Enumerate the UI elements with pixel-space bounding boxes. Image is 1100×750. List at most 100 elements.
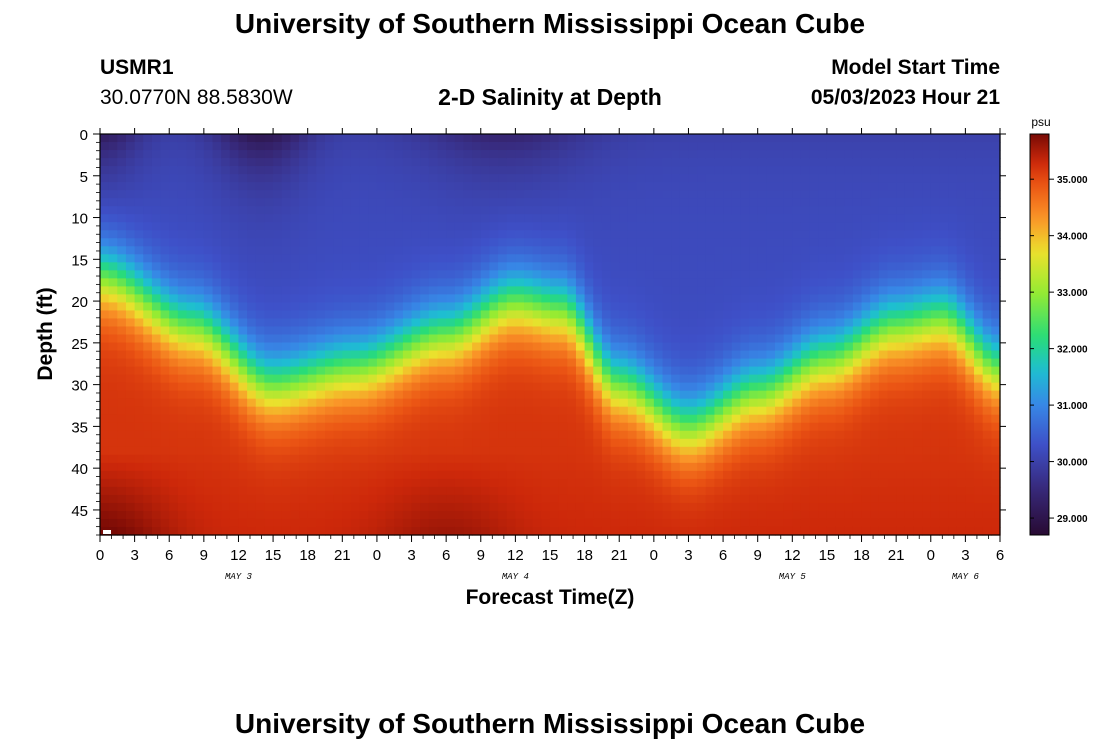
- heatmap-cell: [489, 190, 499, 199]
- heatmap-cell: [186, 342, 196, 352]
- heatmap-cell: [575, 238, 586, 247]
- heatmap-cell: [325, 494, 335, 504]
- heatmap-cell: [273, 398, 283, 408]
- heatmap-cell: [532, 446, 542, 456]
- heatmap-cell: [904, 342, 915, 352]
- heatmap-cell: [575, 278, 586, 287]
- heatmap-cell: [723, 398, 733, 408]
- heatmap-cell: [567, 374, 577, 384]
- heatmap-cell: [904, 286, 915, 295]
- heatmap-cell: [766, 406, 776, 416]
- heatmap-cell: [117, 422, 127, 432]
- heatmap-cell: [878, 510, 889, 520]
- heatmap-cell: [454, 206, 465, 215]
- heatmap-cell: [463, 374, 473, 384]
- heatmap-cell: [143, 286, 153, 295]
- heatmap-cell: [299, 494, 309, 504]
- heatmap-cell: [766, 270, 776, 279]
- heatmap-cell: [143, 262, 153, 271]
- heatmap-cell: [844, 462, 854, 472]
- heatmap-cell: [394, 254, 404, 263]
- heatmap-cell: [342, 350, 352, 360]
- heatmap-cell: [247, 190, 257, 199]
- heatmap-cell: [671, 142, 681, 151]
- heatmap-cell: [177, 254, 188, 263]
- heatmap-cell: [922, 286, 932, 295]
- heatmap-cell: [619, 198, 629, 207]
- heatmap-cell: [177, 502, 188, 512]
- heatmap-cell: [800, 142, 811, 151]
- heatmap-cell: [714, 414, 724, 424]
- heatmap-cell: [169, 350, 179, 360]
- heatmap-cell: [350, 166, 361, 175]
- heatmap-cell: [948, 438, 958, 448]
- heatmap-cell: [394, 390, 404, 400]
- heatmap-cell: [402, 198, 413, 207]
- heatmap-cell: [861, 430, 871, 440]
- heatmap-cell: [740, 246, 750, 255]
- heatmap-cell: [151, 158, 162, 167]
- heatmap-cell: [792, 526, 802, 536]
- heatmap-cell: [125, 182, 136, 191]
- heatmap-cell: [333, 238, 343, 247]
- heatmap-cell: [913, 206, 923, 215]
- heatmap-cell: [653, 198, 664, 207]
- heatmap-cell: [411, 326, 421, 336]
- heatmap-cell: [731, 318, 741, 328]
- heatmap-cell: [723, 262, 733, 271]
- heatmap-cell: [870, 222, 880, 231]
- heatmap-cell: [359, 390, 369, 400]
- heatmap-cell: [541, 158, 551, 167]
- heatmap-cell: [255, 190, 266, 199]
- heatmap-cell: [714, 270, 724, 279]
- heatmap-cell: [550, 350, 560, 360]
- heatmap-cell: [809, 238, 819, 247]
- heatmap-cell: [420, 142, 430, 151]
- heatmap-cell: [826, 134, 837, 143]
- heatmap-cell: [281, 398, 291, 408]
- heatmap-cell: [653, 342, 664, 352]
- heatmap-cell: [532, 406, 542, 416]
- heatmap-cell: [385, 302, 395, 312]
- heatmap-cell: [671, 166, 681, 175]
- heatmap-cell: [203, 158, 214, 167]
- heatmap-cell: [749, 502, 759, 512]
- heatmap-cell: [420, 374, 430, 384]
- heatmap-cell: [333, 406, 343, 416]
- heatmap-cell: [610, 198, 620, 207]
- heatmap-cell: [627, 374, 638, 384]
- heatmap-cell: [359, 238, 369, 247]
- heatmap-cell: [645, 230, 655, 239]
- heatmap-cell: [463, 342, 473, 352]
- heatmap-cell: [627, 486, 638, 496]
- heatmap-cell: [177, 358, 188, 368]
- heatmap-cell: [870, 518, 880, 528]
- heatmap-cell: [636, 398, 646, 408]
- heatmap-cell: [697, 190, 707, 199]
- heatmap-cell: [904, 366, 915, 376]
- heatmap-cell: [480, 262, 491, 271]
- heatmap-cell: [281, 142, 291, 151]
- heatmap-cell: [437, 198, 447, 207]
- heatmap-cell: [800, 174, 811, 183]
- heatmap-cell: [333, 198, 343, 207]
- heatmap-cell: [887, 318, 897, 328]
- heatmap-cell: [775, 462, 785, 472]
- heatmap-cell: [394, 430, 404, 440]
- heatmap-cell: [601, 214, 612, 223]
- heatmap-cell: [948, 422, 958, 432]
- heatmap-cell: [766, 374, 776, 384]
- heatmap-cell: [160, 166, 170, 175]
- heatmap-cell: [247, 326, 257, 336]
- heatmap-cell: [402, 478, 413, 488]
- heatmap-cell: [766, 438, 776, 448]
- heatmap-cell: [645, 430, 655, 440]
- heatmap-cell: [359, 214, 369, 223]
- heatmap-cell: [350, 350, 361, 360]
- heatmap-cell: [818, 214, 828, 223]
- heatmap-cell: [515, 150, 525, 159]
- heatmap-cell: [601, 462, 612, 472]
- heatmap-cell: [775, 278, 785, 287]
- heatmap-cell: [255, 398, 266, 408]
- heatmap-cell: [878, 398, 889, 408]
